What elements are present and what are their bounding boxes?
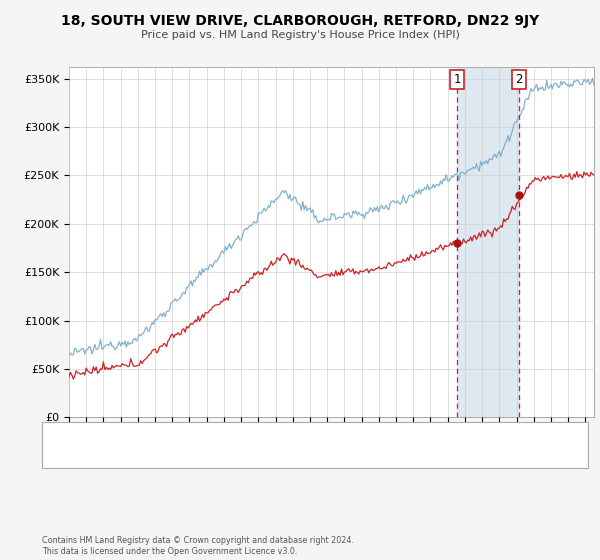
Text: 1: 1 [49, 480, 56, 490]
Text: 18, SOUTH VIEW DRIVE, CLARBOROUGH, RETFORD, DN22 9JY (detached house): 18, SOUTH VIEW DRIVE, CLARBOROUGH, RETFO… [79, 430, 424, 439]
Text: Price paid vs. HM Land Registry's House Price Index (HPI): Price paid vs. HM Land Registry's House … [140, 30, 460, 40]
Text: 9% ↓ HPI: 9% ↓ HPI [378, 503, 427, 514]
Text: 2: 2 [49, 503, 56, 514]
Text: 1: 1 [453, 73, 461, 86]
Text: HPI: Average price, detached house, Bassetlaw: HPI: Average price, detached house, Bass… [79, 450, 283, 459]
Text: Contains HM Land Registry data © Crown copyright and database right 2024.
This d: Contains HM Land Registry data © Crown c… [42, 536, 354, 556]
Text: 14% ↓ HPI: 14% ↓ HPI [378, 480, 433, 490]
Text: £230,000: £230,000 [240, 503, 289, 514]
Text: 2: 2 [515, 73, 523, 86]
Text: 05-JUL-2017: 05-JUL-2017 [81, 480, 145, 490]
Text: 16-FEB-2021: 16-FEB-2021 [81, 503, 148, 514]
Text: 18, SOUTH VIEW DRIVE, CLARBOROUGH, RETFORD, DN22 9JY: 18, SOUTH VIEW DRIVE, CLARBOROUGH, RETFO… [61, 14, 539, 28]
Text: £180,000: £180,000 [240, 480, 289, 490]
Bar [457, 67, 518, 417]
